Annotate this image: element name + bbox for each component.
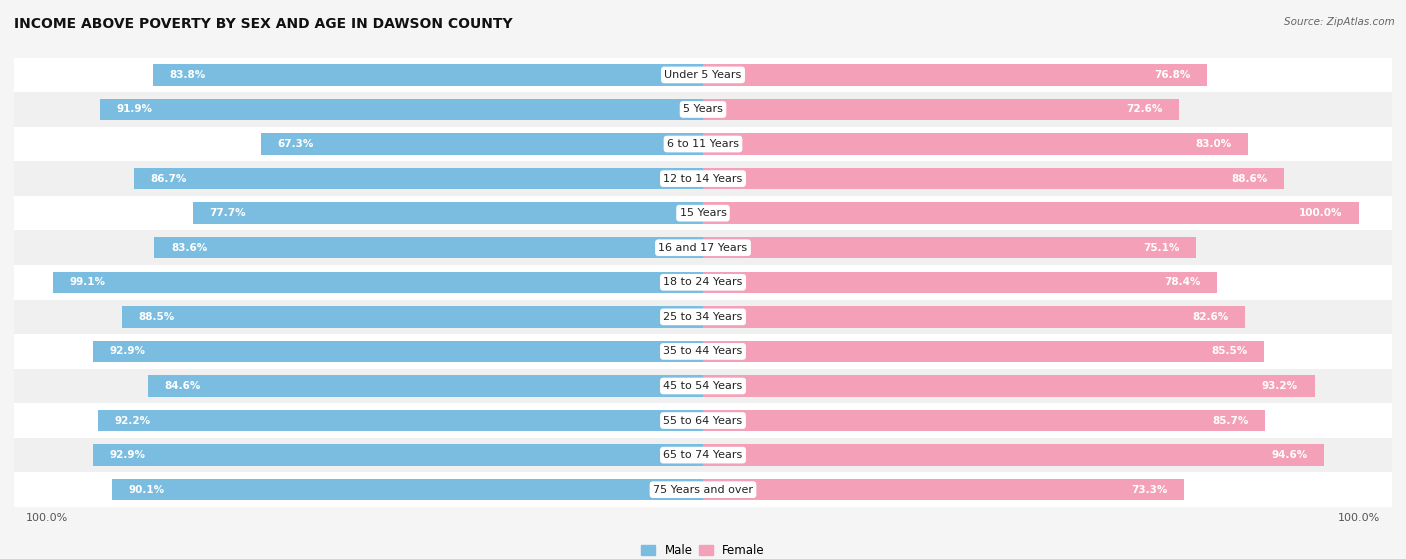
Text: 15 Years: 15 Years: [679, 208, 727, 218]
Text: 12 to 14 Years: 12 to 14 Years: [664, 174, 742, 183]
Bar: [703, 479, 1184, 500]
Bar: [112, 479, 703, 500]
Bar: [98, 410, 703, 431]
Text: 5 Years: 5 Years: [683, 105, 723, 115]
Text: Under 5 Years: Under 5 Years: [665, 70, 741, 80]
Text: 86.7%: 86.7%: [150, 174, 187, 183]
Text: 84.6%: 84.6%: [165, 381, 201, 391]
Bar: [703, 64, 1206, 86]
Bar: [14, 196, 1392, 230]
Text: 16 and 17 Years: 16 and 17 Years: [658, 243, 748, 253]
Text: Source: ZipAtlas.com: Source: ZipAtlas.com: [1284, 17, 1395, 27]
Text: 6 to 11 Years: 6 to 11 Years: [666, 139, 740, 149]
Bar: [148, 375, 703, 397]
Text: 25 to 34 Years: 25 to 34 Years: [664, 312, 742, 322]
Bar: [703, 375, 1315, 397]
Bar: [100, 99, 703, 120]
Text: 85.5%: 85.5%: [1212, 347, 1247, 357]
Bar: [14, 438, 1392, 472]
Text: 83.6%: 83.6%: [172, 243, 207, 253]
Text: 18 to 24 Years: 18 to 24 Years: [664, 277, 742, 287]
Bar: [262, 134, 703, 155]
Bar: [703, 134, 1247, 155]
Bar: [93, 444, 703, 466]
Bar: [193, 202, 703, 224]
Text: 92.9%: 92.9%: [110, 347, 146, 357]
Text: 94.6%: 94.6%: [1271, 450, 1308, 460]
Bar: [14, 230, 1392, 265]
Bar: [155, 237, 703, 258]
Bar: [703, 99, 1180, 120]
Bar: [153, 64, 703, 86]
Bar: [14, 334, 1392, 369]
Text: 100.0%: 100.0%: [1299, 208, 1343, 218]
Text: 75.1%: 75.1%: [1143, 243, 1180, 253]
Bar: [703, 272, 1218, 293]
Bar: [703, 237, 1195, 258]
Bar: [14, 265, 1392, 300]
Text: 73.3%: 73.3%: [1132, 485, 1167, 495]
Text: 99.1%: 99.1%: [69, 277, 105, 287]
Bar: [14, 369, 1392, 403]
Bar: [14, 403, 1392, 438]
Bar: [703, 168, 1284, 190]
Text: 45 to 54 Years: 45 to 54 Years: [664, 381, 742, 391]
Bar: [134, 168, 703, 190]
Text: 76.8%: 76.8%: [1154, 70, 1191, 80]
Bar: [93, 340, 703, 362]
Bar: [703, 306, 1244, 328]
Text: 75 Years and over: 75 Years and over: [652, 485, 754, 495]
Bar: [703, 410, 1265, 431]
Text: 88.5%: 88.5%: [139, 312, 174, 322]
Bar: [703, 444, 1323, 466]
Bar: [14, 58, 1392, 92]
Text: 78.4%: 78.4%: [1164, 277, 1201, 287]
Text: 90.1%: 90.1%: [128, 485, 165, 495]
Text: 82.6%: 82.6%: [1192, 312, 1229, 322]
Text: 55 to 64 Years: 55 to 64 Years: [664, 415, 742, 425]
Text: 92.2%: 92.2%: [114, 415, 150, 425]
Text: 85.7%: 85.7%: [1212, 415, 1249, 425]
Text: 92.9%: 92.9%: [110, 450, 146, 460]
Text: INCOME ABOVE POVERTY BY SEX AND AGE IN DAWSON COUNTY: INCOME ABOVE POVERTY BY SEX AND AGE IN D…: [14, 17, 513, 31]
Text: 83.8%: 83.8%: [170, 70, 205, 80]
Text: 65 to 74 Years: 65 to 74 Years: [664, 450, 742, 460]
Text: 88.6%: 88.6%: [1232, 174, 1268, 183]
Text: 67.3%: 67.3%: [278, 139, 314, 149]
Text: 35 to 44 Years: 35 to 44 Years: [664, 347, 742, 357]
Bar: [14, 300, 1392, 334]
Bar: [53, 272, 703, 293]
Text: 93.2%: 93.2%: [1263, 381, 1298, 391]
Text: 72.6%: 72.6%: [1126, 105, 1163, 115]
Text: 77.7%: 77.7%: [209, 208, 246, 218]
Text: 91.9%: 91.9%: [117, 105, 152, 115]
Bar: [14, 92, 1392, 127]
Text: 83.0%: 83.0%: [1195, 139, 1232, 149]
Bar: [703, 340, 1264, 362]
Bar: [14, 162, 1392, 196]
Legend: Male, Female: Male, Female: [637, 539, 769, 559]
Bar: [122, 306, 703, 328]
Bar: [14, 127, 1392, 162]
Bar: [703, 202, 1360, 224]
Bar: [14, 472, 1392, 507]
